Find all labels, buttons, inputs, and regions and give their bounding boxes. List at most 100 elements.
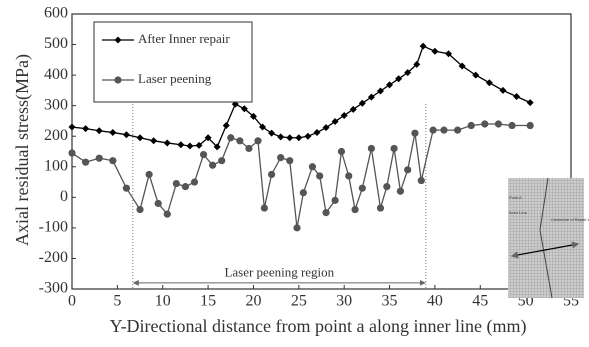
circle-marker <box>527 122 534 129</box>
diamond-marker <box>295 134 302 141</box>
circle-marker <box>286 157 293 164</box>
x-tick-label: 45 <box>472 293 488 310</box>
circle-marker <box>254 137 261 144</box>
diamond-marker <box>332 118 339 125</box>
y-tick-label: -300 <box>39 280 68 297</box>
diamond-marker <box>177 141 184 148</box>
circle-marker <box>316 172 323 179</box>
circle-marker <box>136 206 143 213</box>
x-tick-label: 30 <box>336 293 352 310</box>
legend-marker <box>114 76 121 83</box>
circle-marker <box>268 171 275 178</box>
circle-marker <box>109 157 116 164</box>
inset-label: Inner Line <box>509 210 528 215</box>
diamond-marker <box>386 81 393 88</box>
y-tick-label: 200 <box>44 127 68 144</box>
circle-marker <box>191 178 198 185</box>
circle-marker <box>173 180 180 187</box>
circle-marker <box>481 120 488 127</box>
circle-marker <box>182 183 189 190</box>
diamond-marker <box>109 129 116 136</box>
circle-marker <box>200 151 207 158</box>
circle-marker <box>377 204 384 211</box>
circle-marker <box>390 145 397 152</box>
circle-marker <box>454 127 461 134</box>
page: {"chart_data": {"type": "line", "y_label… <box>0 0 589 347</box>
circle-marker <box>245 145 252 152</box>
circle-marker <box>236 137 243 144</box>
diamond-marker <box>350 106 357 113</box>
diamond-marker <box>164 139 171 146</box>
diamond-marker <box>313 129 320 136</box>
diamond-marker <box>431 48 438 55</box>
diamond-marker <box>499 87 506 94</box>
circle-marker <box>508 122 515 129</box>
x-tick-label: 0 <box>68 293 76 310</box>
circle-marker <box>96 155 103 162</box>
y-tick-label: 600 <box>44 5 68 22</box>
x-tick-label: 5 <box>113 293 121 310</box>
inset-label: Point A <box>509 195 522 200</box>
diamond-marker <box>472 72 479 79</box>
x-tick-label: 15 <box>200 293 216 310</box>
circle-marker <box>351 206 358 213</box>
diamond-marker <box>420 43 427 50</box>
diamond-marker <box>286 134 293 141</box>
diamond-marker <box>69 124 76 131</box>
circle-marker <box>383 183 390 190</box>
circle-marker <box>397 188 404 195</box>
y-tick-label: 400 <box>44 66 68 83</box>
circle-marker <box>411 130 418 137</box>
chart: Axial residual stress(MPa) Y-Directional… <box>0 0 589 342</box>
diamond-marker <box>186 143 193 150</box>
diamond-marker <box>513 93 520 100</box>
diamond-marker <box>268 130 275 137</box>
circle-marker <box>468 122 475 129</box>
diamond-marker <box>304 133 311 140</box>
circle-marker <box>293 224 300 231</box>
diamond-marker <box>395 75 402 82</box>
circle-marker <box>440 127 447 134</box>
diamond-marker <box>123 131 130 138</box>
circle-marker <box>146 171 153 178</box>
inset-label: Centerline of Repair Weld <box>551 217 589 222</box>
diamond-marker <box>527 99 534 106</box>
diamond-marker <box>223 122 230 129</box>
circle-marker <box>332 197 339 204</box>
circle-marker <box>322 209 329 216</box>
circle-marker <box>164 211 171 218</box>
x-tick-label: 20 <box>245 293 261 310</box>
legend-label: Laser peening <box>138 71 212 86</box>
diamond-marker <box>277 133 284 140</box>
diamond-marker <box>82 125 89 132</box>
region-label: Laser peening region <box>224 265 334 280</box>
circle-marker <box>261 204 268 211</box>
circle-marker <box>68 149 75 156</box>
diamond-marker <box>486 79 493 86</box>
y-tick-label: 300 <box>44 96 68 113</box>
x-tick-label: 40 <box>427 293 443 310</box>
circle-marker <box>209 162 216 169</box>
diamond-marker <box>150 137 157 144</box>
circle-marker <box>300 189 307 196</box>
circle-marker <box>277 154 284 161</box>
y-tick-label: 500 <box>44 35 68 52</box>
y-tick-label: -100 <box>39 219 68 236</box>
x-tick-label: 25 <box>291 293 307 310</box>
diamond-marker <box>96 127 103 134</box>
circle-marker <box>218 157 225 164</box>
circle-marker <box>404 166 411 173</box>
diamond-marker <box>137 134 144 141</box>
circle-marker <box>418 177 425 184</box>
y-axis-label: Axial residual stress(MPa) <box>12 54 33 246</box>
circle-marker <box>82 159 89 166</box>
legend-label: After Inner repair <box>138 31 230 46</box>
x-tick-label: 10 <box>155 293 171 310</box>
circle-marker <box>227 134 234 141</box>
diamond-marker <box>359 100 366 107</box>
circle-marker <box>123 185 130 192</box>
diamond-marker <box>368 94 375 101</box>
diamond-marker <box>377 88 384 95</box>
y-tick-label: 100 <box>44 157 68 174</box>
circle-marker <box>429 127 436 134</box>
